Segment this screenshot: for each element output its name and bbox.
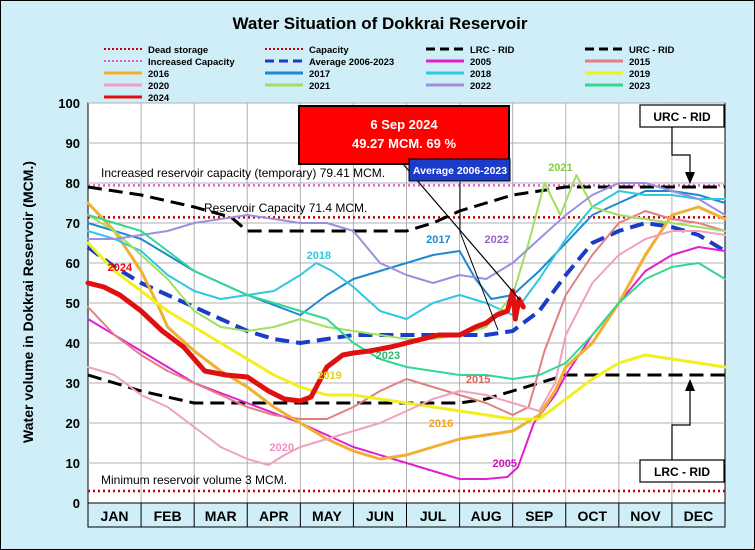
series-label-2021: 2021	[548, 162, 572, 174]
series-line-lrc-rid	[87, 373, 725, 405]
legend-label-2022: 2022	[470, 81, 491, 92]
month-label-nov: NOV	[630, 508, 661, 524]
y-tick-label: 0	[73, 496, 80, 511]
y-tick-label: 90	[66, 136, 80, 151]
month-label-feb: FEB	[154, 508, 182, 524]
y-tick-label: 20	[66, 416, 80, 431]
legend-label-2020: 2020	[148, 81, 169, 92]
month-label-dec: DEC	[684, 508, 714, 524]
series-line-2017	[87, 190, 726, 316]
legend-label-2024: 2024	[148, 93, 170, 104]
series-label-2024: 2024	[108, 262, 133, 274]
y-tick-label: 30	[66, 376, 80, 391]
series-label-2005: 2005	[492, 458, 516, 470]
series-line-2005	[87, 246, 726, 480]
month-label-may: MAY	[312, 508, 342, 524]
series-line-2019	[86, 241, 727, 421]
current-value: 49.27 MCM. 69 %	[352, 136, 456, 151]
legend-label-2018: 2018	[470, 69, 491, 80]
legend-label-dead-storage: Dead storage	[148, 45, 208, 56]
legend-label-urc-rid: URC - RID	[629, 45, 675, 56]
series-label-2015: 2015	[466, 374, 490, 386]
plot-area: 0 10 20 30 40 50 60 70 80 90 100 JAN FEB MAR APR MAY JUN…	[58, 96, 727, 528]
legend-label-capacity: Capacity	[309, 45, 349, 56]
y-axis-label: Water volume in Dokkrai Reservoir (MCM.)	[20, 161, 36, 443]
dead-storage-annotation: Minimum reservoir volume 3 MCM.	[101, 473, 287, 487]
legend-label-2016: 2016	[148, 69, 169, 80]
series-line-2024	[85, 280, 526, 404]
y-tick-label: 50	[66, 296, 80, 311]
series-line-2021	[87, 174, 726, 340]
lrc-arrowhead	[685, 379, 695, 391]
lrc-label: LRC - RID	[654, 465, 710, 479]
month-label-jan: JAN	[101, 508, 129, 524]
series-line-average-2006-2023	[86, 221, 727, 345]
y-tick-label: 100	[58, 96, 80, 111]
legend-label-2015: 2015	[629, 57, 651, 68]
series-line-2020	[87, 230, 726, 466]
series-line-2015	[87, 210, 726, 420]
month-label-aug: AUG	[471, 508, 502, 524]
urc-label: URC - RID	[653, 110, 711, 124]
legend-label-2005: 2005	[470, 57, 492, 68]
capacity-annotation: Reservoir Capacity 71.4 MCM.	[204, 201, 367, 215]
average-label-box	[408, 158, 511, 182]
month-label-jun: JUN	[366, 508, 394, 524]
y-tick-label: 80	[66, 176, 80, 191]
y-tick-label: 10	[66, 456, 80, 471]
legend: Dead storage Capacity LRC - RID URC - RID In…	[104, 45, 675, 104]
average-label: Average 2006-2023	[413, 165, 507, 177]
legend-label-2017: 2017	[309, 69, 330, 80]
series-label-2022: 2022	[484, 234, 508, 246]
legend-label-average-2006-2023: Average 2006-2023	[309, 57, 394, 68]
series-label-2019: 2019	[317, 370, 341, 382]
current-status-box	[298, 105, 510, 165]
legend-label-2021: 2021	[309, 81, 331, 92]
series-line-2018	[87, 190, 726, 320]
y-tick-label: 70	[66, 216, 80, 231]
callout-pointer	[402, 163, 521, 301]
chart-title: Water Situation of Dokkrai Reservoir	[232, 14, 527, 33]
current-date: 6 Sep 2024	[370, 117, 438, 132]
month-label-apr: APR	[259, 508, 289, 524]
month-label-oct: OCT	[578, 508, 608, 524]
month-label-sep: SEP	[525, 508, 553, 524]
series-label-2020: 2020	[270, 442, 294, 454]
series-line-2022	[87, 182, 726, 284]
lrc-label-box	[639, 459, 725, 483]
urc-arrowhead	[685, 172, 695, 184]
series-line-2016	[86, 201, 727, 461]
legend-label-2023: 2023	[629, 81, 650, 92]
legend-label-increased-capacity: Increased Capacity	[148, 57, 235, 68]
series-line-2023	[87, 214, 726, 380]
y-tick-label: 40	[66, 336, 80, 351]
average-pointer-2	[459, 231, 499, 331]
series-label-2016: 2016	[429, 418, 453, 430]
lrc-arrow-line	[671, 385, 691, 460]
series-label-2023: 2023	[376, 350, 400, 362]
month-label-mar: MAR	[205, 508, 237, 524]
series-label-2018: 2018	[307, 250, 331, 262]
y-tick-label: 60	[66, 256, 80, 271]
legend-label-2019: 2019	[629, 69, 650, 80]
series-label-2017: 2017	[426, 234, 450, 246]
urc-arrow-line	[671, 127, 691, 178]
increased-capacity-annotation: Increased reservoir capacity (temporary)…	[101, 166, 385, 180]
legend-label-lrc-rid: LRC - RID	[470, 45, 514, 56]
month-label-jul: JUL	[420, 508, 447, 524]
urc-label-box	[639, 104, 725, 128]
